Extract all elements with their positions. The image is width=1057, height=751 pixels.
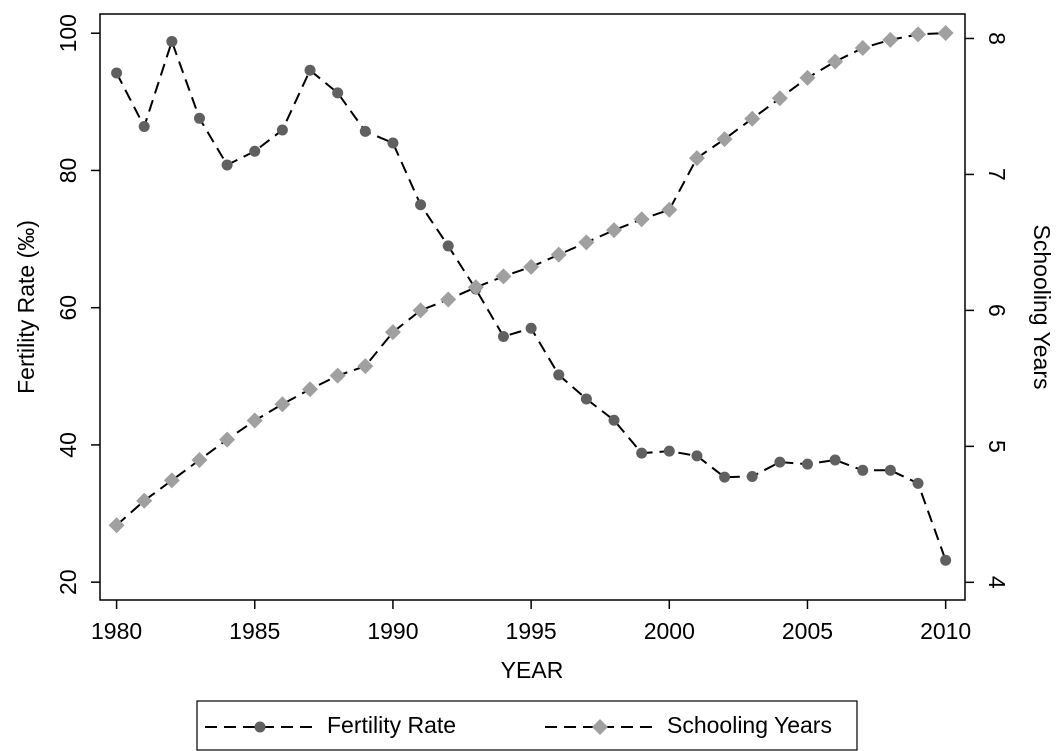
marker xyxy=(219,431,236,448)
y2-tick-label: 8 xyxy=(984,32,1010,45)
marker xyxy=(578,234,595,251)
marker xyxy=(136,492,153,509)
marker xyxy=(249,145,261,157)
y-axis-label: Fertility Rate (‰) xyxy=(13,220,39,394)
y2-tick-label: 6 xyxy=(984,304,1010,317)
marker xyxy=(357,358,374,375)
marker xyxy=(799,69,816,86)
marker xyxy=(633,211,650,228)
marker xyxy=(550,246,567,263)
marker xyxy=(332,87,344,99)
marker xyxy=(166,35,178,47)
marker xyxy=(525,322,537,334)
marker xyxy=(801,458,813,470)
marker xyxy=(523,258,540,275)
marker xyxy=(940,554,952,566)
y-tick-label: 100 xyxy=(55,14,81,52)
marker xyxy=(829,454,841,466)
marker xyxy=(111,67,123,79)
marker xyxy=(854,39,871,56)
legend-label: Schooling Years xyxy=(667,712,832,738)
marker xyxy=(857,464,869,476)
marker xyxy=(827,53,844,70)
marker xyxy=(302,381,319,398)
marker xyxy=(440,291,457,308)
marker xyxy=(329,367,346,384)
marker xyxy=(910,26,927,43)
marker xyxy=(882,31,899,48)
marker xyxy=(193,112,205,124)
x-tick-label: 2010 xyxy=(920,618,971,644)
x-tick-label: 2000 xyxy=(644,618,695,644)
marker xyxy=(246,412,263,429)
marker xyxy=(495,268,512,285)
x-tick-label: 1995 xyxy=(506,618,557,644)
marker xyxy=(384,324,401,341)
y2-tick-label: 7 xyxy=(984,168,1010,181)
marker xyxy=(663,445,675,457)
x-axis-label: YEAR xyxy=(501,657,564,683)
marker xyxy=(276,124,288,136)
y-tick-label: 40 xyxy=(55,432,81,458)
marker xyxy=(716,131,733,148)
marker xyxy=(221,159,233,171)
x-tick-label: 1990 xyxy=(367,618,418,644)
marker xyxy=(661,201,678,218)
legend-marker xyxy=(592,719,608,735)
marker xyxy=(138,121,150,133)
marker xyxy=(884,464,896,476)
marker xyxy=(163,472,180,489)
marker xyxy=(744,110,761,127)
legend-box xyxy=(196,700,858,751)
marker xyxy=(771,90,788,107)
marker xyxy=(467,279,484,296)
y2-axis-label: Schooling Years xyxy=(1029,225,1055,390)
marker xyxy=(746,470,758,482)
legend-marker xyxy=(254,721,266,733)
marker xyxy=(608,414,620,426)
marker xyxy=(719,471,731,483)
y-tick-label: 80 xyxy=(55,158,81,184)
marker xyxy=(636,447,648,459)
marker xyxy=(442,240,454,252)
y2-tick-label: 5 xyxy=(984,440,1010,453)
y-tick-label: 60 xyxy=(55,295,81,321)
marker xyxy=(415,199,427,211)
marker xyxy=(606,222,623,239)
y2-tick-label: 4 xyxy=(984,576,1010,589)
marker xyxy=(937,25,954,42)
series-line xyxy=(115,32,946,526)
x-tick-label: 1985 xyxy=(229,618,280,644)
marker xyxy=(497,331,509,343)
y-tick-label: 20 xyxy=(55,569,81,595)
marker xyxy=(304,64,316,76)
marker xyxy=(580,393,592,405)
marker xyxy=(553,369,565,381)
plot-frame xyxy=(99,13,966,601)
marker xyxy=(387,137,399,149)
marker xyxy=(108,517,125,534)
legend-label: Fertility Rate xyxy=(327,712,456,738)
marker xyxy=(274,396,291,413)
x-tick-label: 2005 xyxy=(782,618,833,644)
marker xyxy=(691,450,703,462)
x-tick-label: 1980 xyxy=(91,618,142,644)
marker xyxy=(359,125,371,137)
marker xyxy=(912,477,924,489)
marker xyxy=(774,456,786,468)
marker xyxy=(688,150,705,167)
series-line xyxy=(115,38,947,561)
marker xyxy=(412,302,429,319)
marker xyxy=(191,451,208,468)
